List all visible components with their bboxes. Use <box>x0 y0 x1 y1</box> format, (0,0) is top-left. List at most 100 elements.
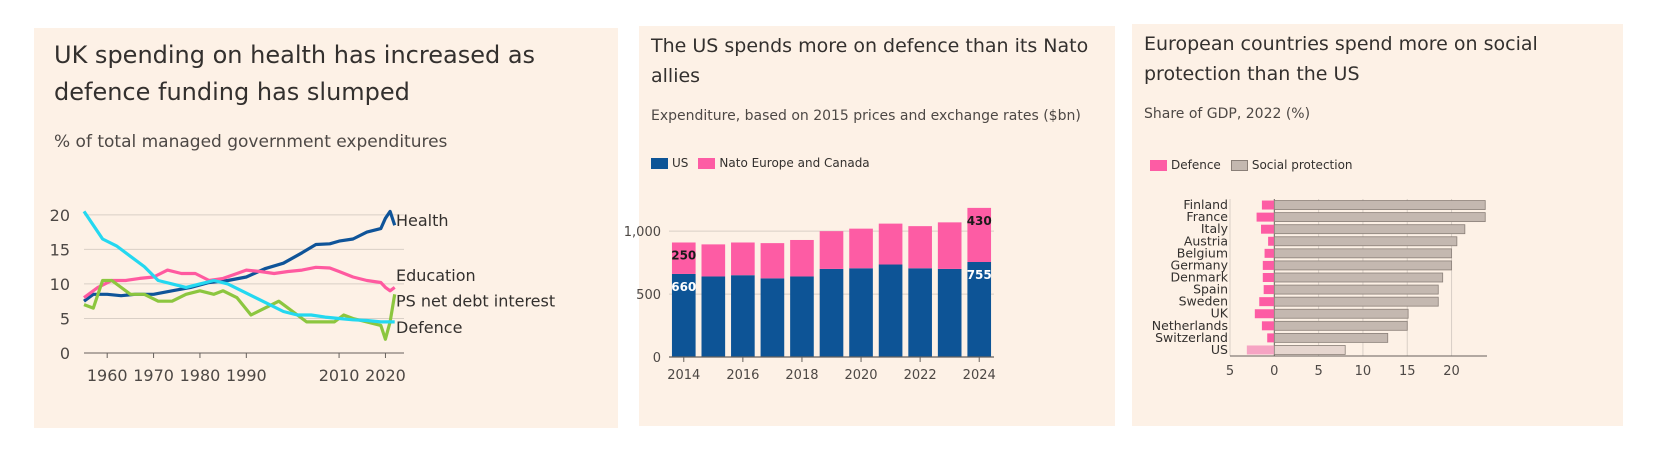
us-bar <box>790 276 814 357</box>
nato-bar <box>849 228 873 269</box>
social-protection-bar <box>1273 284 1439 295</box>
eu-country-label: US <box>1211 342 1228 357</box>
us-data-label: 755 <box>967 268 992 282</box>
uk-chart-title: UK spending on health has increased as d… <box>54 41 536 106</box>
uk-series-label: Health <box>396 211 449 230</box>
us-bar <box>731 275 755 357</box>
eu-country-label: France <box>1186 209 1228 224</box>
us-x-tick-label: 2016 <box>726 368 759 383</box>
eu-country-label: Finland <box>1183 197 1228 212</box>
eu-country-label: Italy <box>1201 221 1229 236</box>
legend-item-nato: Nato Europe and Canada <box>698 156 870 170</box>
eu-x-tick-label: 15 <box>1399 364 1416 379</box>
us-x-tick-label: 2024 <box>963 368 996 383</box>
social-protection-panel: European countries spend more on social … <box>1132 24 1623 426</box>
us-data-label: 250 <box>671 248 696 262</box>
social-protection-bar <box>1273 260 1452 271</box>
social-protection-bar <box>1273 308 1409 319</box>
social-protection-bar <box>1273 212 1486 223</box>
uk-series-line-education <box>83 265 396 299</box>
social-protection-bar-chart: 5 0 5 10 15 20 FinlandFranceItalyAustriaBelgiu… <box>1152 197 1487 379</box>
eu-country-label: Germany <box>1171 257 1229 272</box>
us-bar <box>701 276 726 357</box>
social-protection-bar <box>1273 345 1346 355</box>
defence-bar <box>1256 212 1275 222</box>
legend-swatch-defence <box>1150 159 1167 171</box>
us-chart-legend: US Nato Europe and Canada <box>651 156 870 170</box>
uk-x-tick-label: 1980 <box>180 366 221 385</box>
uk-x-tick-label: 2010 <box>319 366 360 385</box>
eu-x-tick-label: 20 <box>1443 364 1460 379</box>
us-chart-subtitle: Expenditure, based on 2015 prices and ex… <box>651 108 1081 124</box>
uk-series-label: Defence <box>396 318 462 337</box>
legend-swatch-nato <box>698 157 716 169</box>
nato-bar <box>731 242 755 276</box>
eu-country-label: Spain <box>1193 282 1228 297</box>
eu-country-label: Switzerland <box>1155 330 1228 345</box>
defence-bar <box>1262 273 1275 282</box>
legend-item-defence: Defence <box>1150 158 1221 172</box>
us-data-label: 430 <box>967 214 992 228</box>
legend-item-social: Social protection <box>1230 158 1353 172</box>
legend-item-us: US <box>651 156 688 170</box>
us-bar <box>819 268 844 357</box>
us-bar <box>937 268 962 357</box>
nato-bar <box>671 242 696 274</box>
uk-line-chart: 0 5 10 15 20 1960 1970 1980 1990 2010 2020 Health Ed… <box>50 206 556 385</box>
social-protection-bar <box>1273 296 1439 307</box>
eu-country-label: Austria <box>1184 233 1228 248</box>
us-chart-title: The US spends more on defence than its N… <box>651 35 1089 87</box>
social-protection-bar <box>1273 200 1486 210</box>
social-protection-bar <box>1273 236 1458 247</box>
social-protection-bar <box>1273 248 1452 259</box>
us-x-tick-label: 2018 <box>785 368 818 383</box>
defence-bar <box>1254 309 1275 319</box>
us-x-tick-label: 2020 <box>844 368 877 383</box>
legend-label-defence: Defence <box>1171 158 1221 172</box>
defence-bar <box>1259 297 1275 307</box>
uk-y-tick-label: 15 <box>50 240 70 259</box>
uk-series-label: Education <box>396 266 476 285</box>
eu-country-label: Sweden <box>1179 294 1228 309</box>
eu-x-tick-label: 5 <box>1226 364 1234 379</box>
us-x-tick-label: 2022 <box>904 368 937 383</box>
nato-bar <box>819 231 844 269</box>
nato-bar <box>937 222 962 269</box>
social-protection-bar <box>1273 272 1444 283</box>
uk-series-label: PS net debt interest <box>396 292 555 311</box>
us-data-label: 660 <box>671 280 696 294</box>
us-bar <box>967 261 992 357</box>
legend-label-nato: Nato Europe and Canada <box>719 156 870 170</box>
social-protection-bar <box>1273 320 1408 331</box>
eu-x-tick-label: 5 <box>1314 364 1322 379</box>
eu-x-tick-label: 0 <box>1270 364 1278 379</box>
uk-series-line-defence <box>82 210 395 324</box>
nato-bar <box>878 223 903 265</box>
defence-bar <box>1264 248 1275 258</box>
defence-bar <box>1263 285 1275 295</box>
nato-bar <box>790 239 814 277</box>
uk-x-tick-label: 1970 <box>133 366 174 385</box>
uk-chart-subtitle: % of total managed government expenditur… <box>54 132 448 152</box>
us-nato-bar-chart: 0 500 1,000 2014 2016 2018 2020 2022 2024 250 660 4… <box>624 207 996 383</box>
uk-x-tick-label: 1960 <box>87 366 128 385</box>
us-y-tick-label: 500 <box>636 288 661 303</box>
eu-country-label: Denmark <box>1171 270 1229 285</box>
defence-bar <box>1267 333 1275 343</box>
uk-x-tick-label: 2020 <box>365 366 406 385</box>
us-bar <box>849 268 873 357</box>
defence-bar <box>1261 200 1275 210</box>
legend-swatch-us <box>651 157 668 169</box>
defence-expenditure-panel: The US spends more on defence than its N… <box>624 26 1115 426</box>
uk-y-tick-label: 10 <box>50 275 70 294</box>
defence-bar <box>1246 345 1275 355</box>
uk-spending-panel: UK spending on health has increased as d… <box>34 28 618 428</box>
eu-country-label: Belgium <box>1177 245 1228 260</box>
uk-y-tick-label: 5 <box>60 309 70 328</box>
defence-bar <box>1261 321 1275 331</box>
uk-x-tick-label: 1990 <box>226 366 267 385</box>
social-protection-bar <box>1273 224 1466 235</box>
nato-bar <box>908 226 932 269</box>
uk-y-tick-label: 20 <box>50 206 70 225</box>
defence-bar <box>1262 260 1275 270</box>
